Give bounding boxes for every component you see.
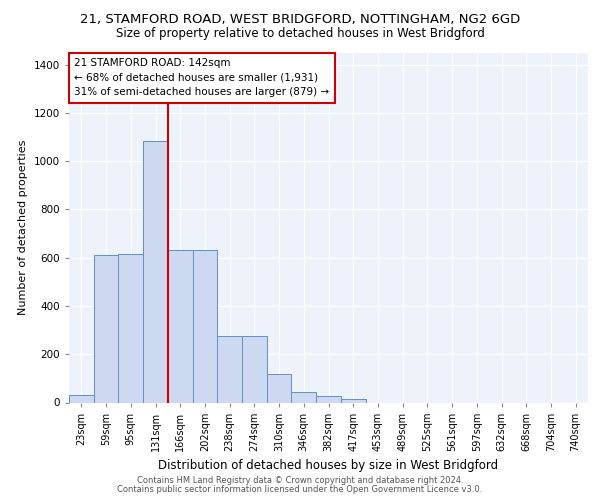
Bar <box>168 250 193 402</box>
Bar <box>316 396 341 402</box>
Bar <box>193 250 217 402</box>
X-axis label: Distribution of detached houses by size in West Bridgford: Distribution of detached houses by size … <box>158 460 499 472</box>
Bar <box>69 396 94 402</box>
Bar <box>242 336 267 402</box>
Text: 21 STAMFORD ROAD: 142sqm
← 68% of detached houses are smaller (1,931)
31% of sem: 21 STAMFORD ROAD: 142sqm ← 68% of detach… <box>74 58 329 98</box>
Bar <box>118 254 143 402</box>
Bar <box>94 256 118 402</box>
Bar <box>341 399 365 402</box>
Bar <box>143 140 168 402</box>
Bar <box>292 392 316 402</box>
Text: 21, STAMFORD ROAD, WEST BRIDGFORD, NOTTINGHAM, NG2 6GD: 21, STAMFORD ROAD, WEST BRIDGFORD, NOTTI… <box>80 12 520 26</box>
Bar <box>267 374 292 402</box>
Y-axis label: Number of detached properties: Number of detached properties <box>18 140 28 315</box>
Bar <box>217 336 242 402</box>
Text: Contains public sector information licensed under the Open Government Licence v3: Contains public sector information licen… <box>118 485 482 494</box>
Text: Contains HM Land Registry data © Crown copyright and database right 2024.: Contains HM Land Registry data © Crown c… <box>137 476 463 485</box>
Text: Size of property relative to detached houses in West Bridgford: Size of property relative to detached ho… <box>116 28 484 40</box>
